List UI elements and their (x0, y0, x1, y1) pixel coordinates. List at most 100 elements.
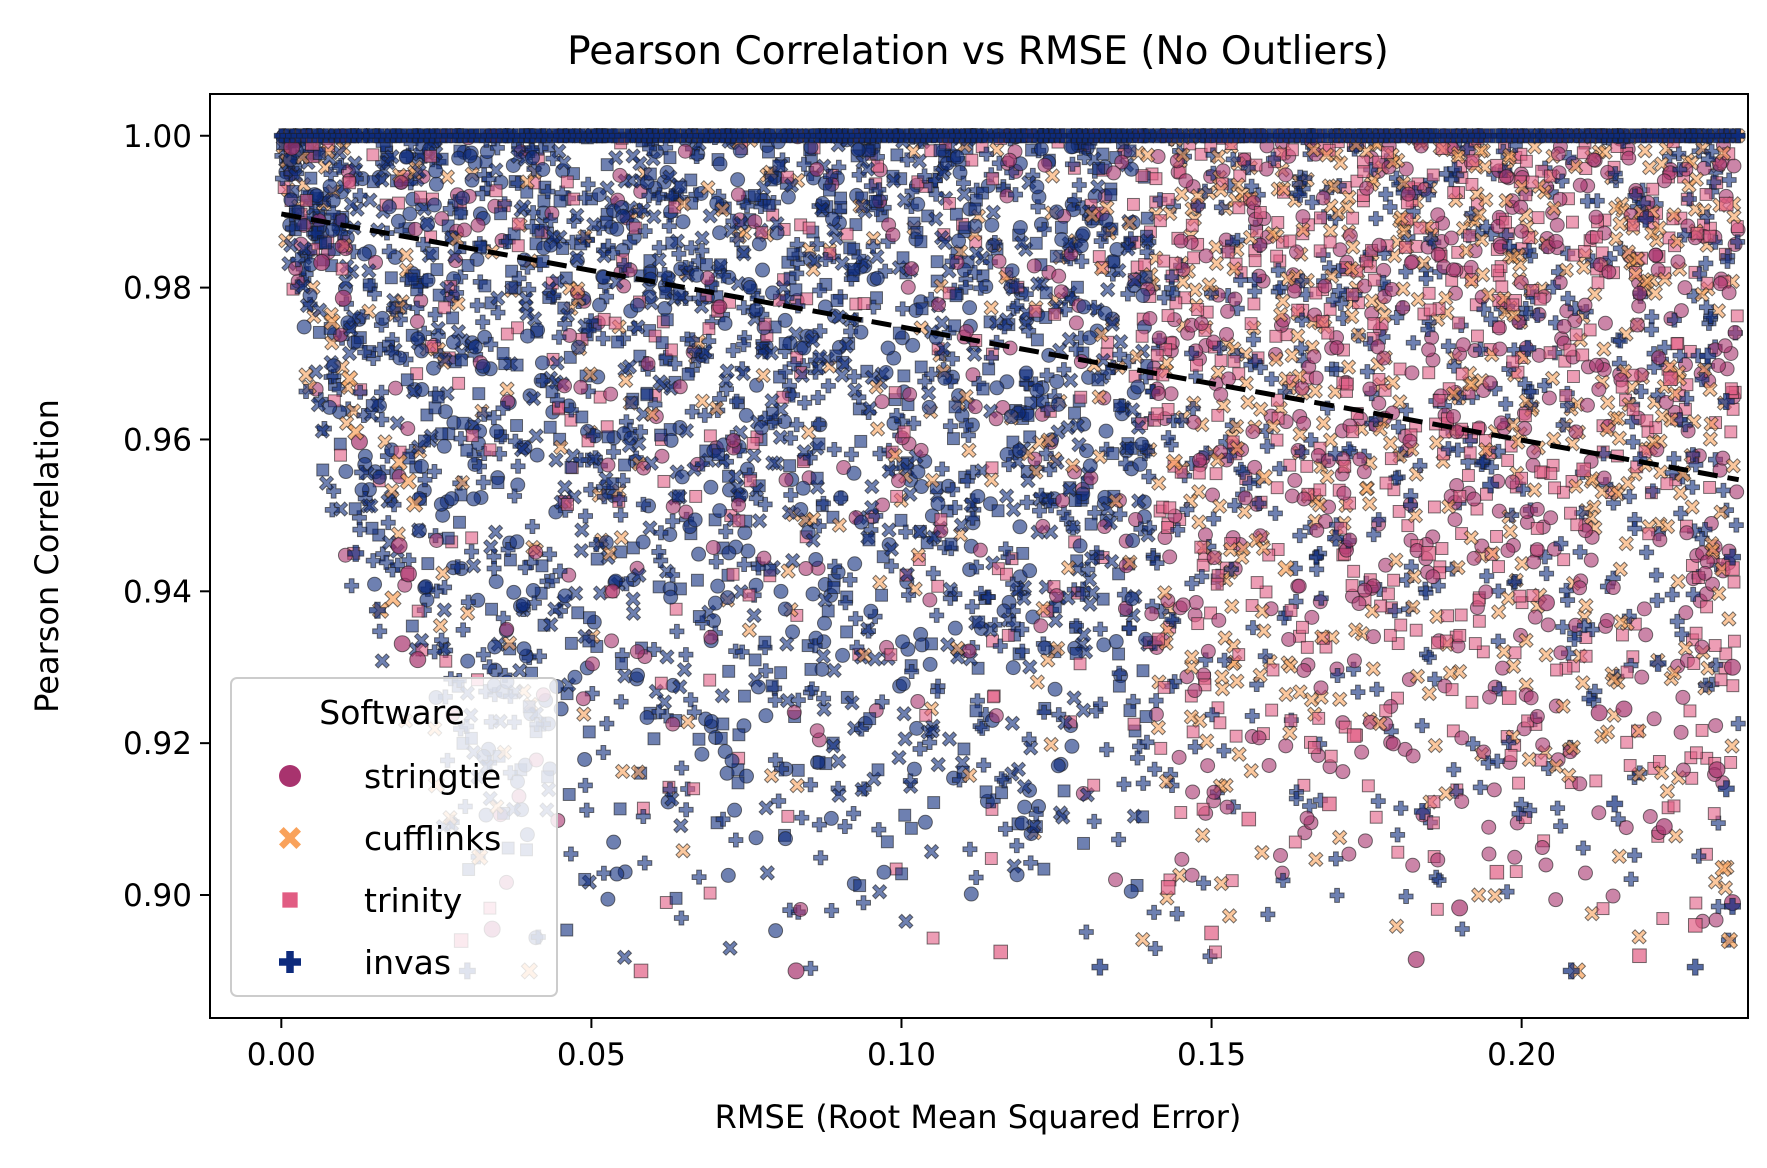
trinity-point (1620, 735, 1634, 749)
trinity-point (426, 246, 440, 260)
stringtie-point (1727, 325, 1743, 341)
stringtie-point (1035, 518, 1051, 534)
stringtie-point (1523, 690, 1539, 706)
stringtie-point (809, 723, 825, 739)
stringtie-point (455, 190, 471, 206)
trinity-point (834, 191, 848, 205)
stringtie-point (878, 365, 894, 381)
stringtie-point (420, 272, 436, 288)
stringtie-point (1454, 730, 1470, 746)
stringtie-point (786, 704, 802, 720)
trinity-point (812, 755, 826, 769)
trinity-point (1140, 211, 1154, 225)
trinity-point (1284, 714, 1298, 728)
stringtie-point (1553, 645, 1569, 661)
stringtie-point (1556, 318, 1572, 334)
stringtie-point (464, 172, 480, 188)
trinity-point (1248, 254, 1262, 268)
trinity-point (1506, 355, 1520, 369)
trinity-point (1447, 186, 1461, 200)
trinity-point (1288, 835, 1302, 849)
invas-point (1649, 592, 1665, 608)
stringtie-point (777, 831, 793, 847)
stringtie-point (1296, 662, 1312, 678)
invas-point (1418, 585, 1434, 601)
stringtie-point (1597, 315, 1613, 331)
stringtie-point (520, 328, 536, 344)
trinity-point (1432, 394, 1446, 407)
trinity-point (615, 657, 628, 671)
stringtie-point (334, 238, 350, 254)
trinity-point (972, 615, 986, 629)
trinity-point (452, 376, 466, 390)
stringtie-point (1346, 653, 1362, 669)
trinity-point (431, 390, 445, 404)
trinity-point (453, 515, 466, 529)
trinity-point (884, 648, 898, 662)
trinity-point (1307, 741, 1321, 754)
trinity-point (1345, 288, 1359, 302)
stringtie-point (629, 644, 645, 660)
trinity-point (1427, 500, 1441, 514)
trinity-point (1347, 564, 1361, 578)
stringtie-point (525, 150, 541, 166)
stringtie-point (1463, 259, 1479, 275)
stringtie-point (489, 423, 505, 439)
trinity-point (647, 732, 661, 746)
trinity-point (781, 809, 795, 823)
cufflinks-point (1611, 848, 1628, 865)
trinity-point (1508, 646, 1522, 660)
trinity-point (1714, 673, 1728, 687)
trinity-point (1695, 723, 1709, 737)
stringtie-point (1577, 865, 1593, 881)
stringtie-point (1082, 330, 1098, 346)
trinity-point (1454, 608, 1468, 622)
trinity-point (1196, 802, 1210, 816)
stringtie-point (1677, 280, 1693, 296)
stringtie-point (710, 578, 726, 594)
trinity-point (1227, 354, 1241, 368)
trinity-point (1225, 874, 1239, 888)
trinity-point (681, 367, 695, 381)
trinity-point (1453, 628, 1467, 642)
trinity-point (384, 271, 398, 285)
trinity-point (1589, 774, 1603, 788)
stringtie-point (1072, 538, 1088, 554)
trinity-point (1689, 896, 1703, 910)
trinity-point (1265, 703, 1279, 717)
stringtie-point (895, 634, 911, 650)
stringtie-point (570, 339, 586, 355)
stringtie-point (1205, 487, 1221, 503)
stringtie-point (1421, 342, 1437, 358)
stringtie-point (606, 834, 622, 850)
stringtie-point (1012, 519, 1028, 535)
stringtie-point (1096, 637, 1112, 653)
trinity-point (1727, 634, 1741, 648)
stringtie-point (1540, 617, 1556, 633)
stringtie-point (1717, 338, 1733, 354)
trinity-point (578, 872, 592, 886)
stringtie-point (731, 497, 747, 513)
stringtie-point (1206, 550, 1222, 566)
stringtie-point (1599, 612, 1615, 628)
trinity-point (421, 557, 435, 571)
invas-point (771, 793, 787, 809)
invas-point (686, 704, 702, 720)
trinity-point (674, 180, 688, 194)
trinity-point (1387, 573, 1401, 587)
stringtie-point (720, 590, 736, 606)
stringtie-point (880, 340, 896, 356)
stringtie-point (1675, 762, 1691, 778)
cufflinks-point (582, 366, 599, 382)
trinity-point (1626, 403, 1640, 417)
trinity-point (1163, 501, 1177, 515)
stringtie-point (1162, 549, 1178, 565)
stringtie-point (1037, 640, 1053, 656)
trinity-point (742, 588, 756, 602)
trinity-point (726, 567, 740, 581)
trinity-point (1583, 323, 1597, 337)
stringtie-point (1507, 849, 1523, 865)
trinity-point (880, 835, 894, 849)
stringtie-point (1211, 612, 1227, 628)
trinity-point (511, 239, 525, 253)
